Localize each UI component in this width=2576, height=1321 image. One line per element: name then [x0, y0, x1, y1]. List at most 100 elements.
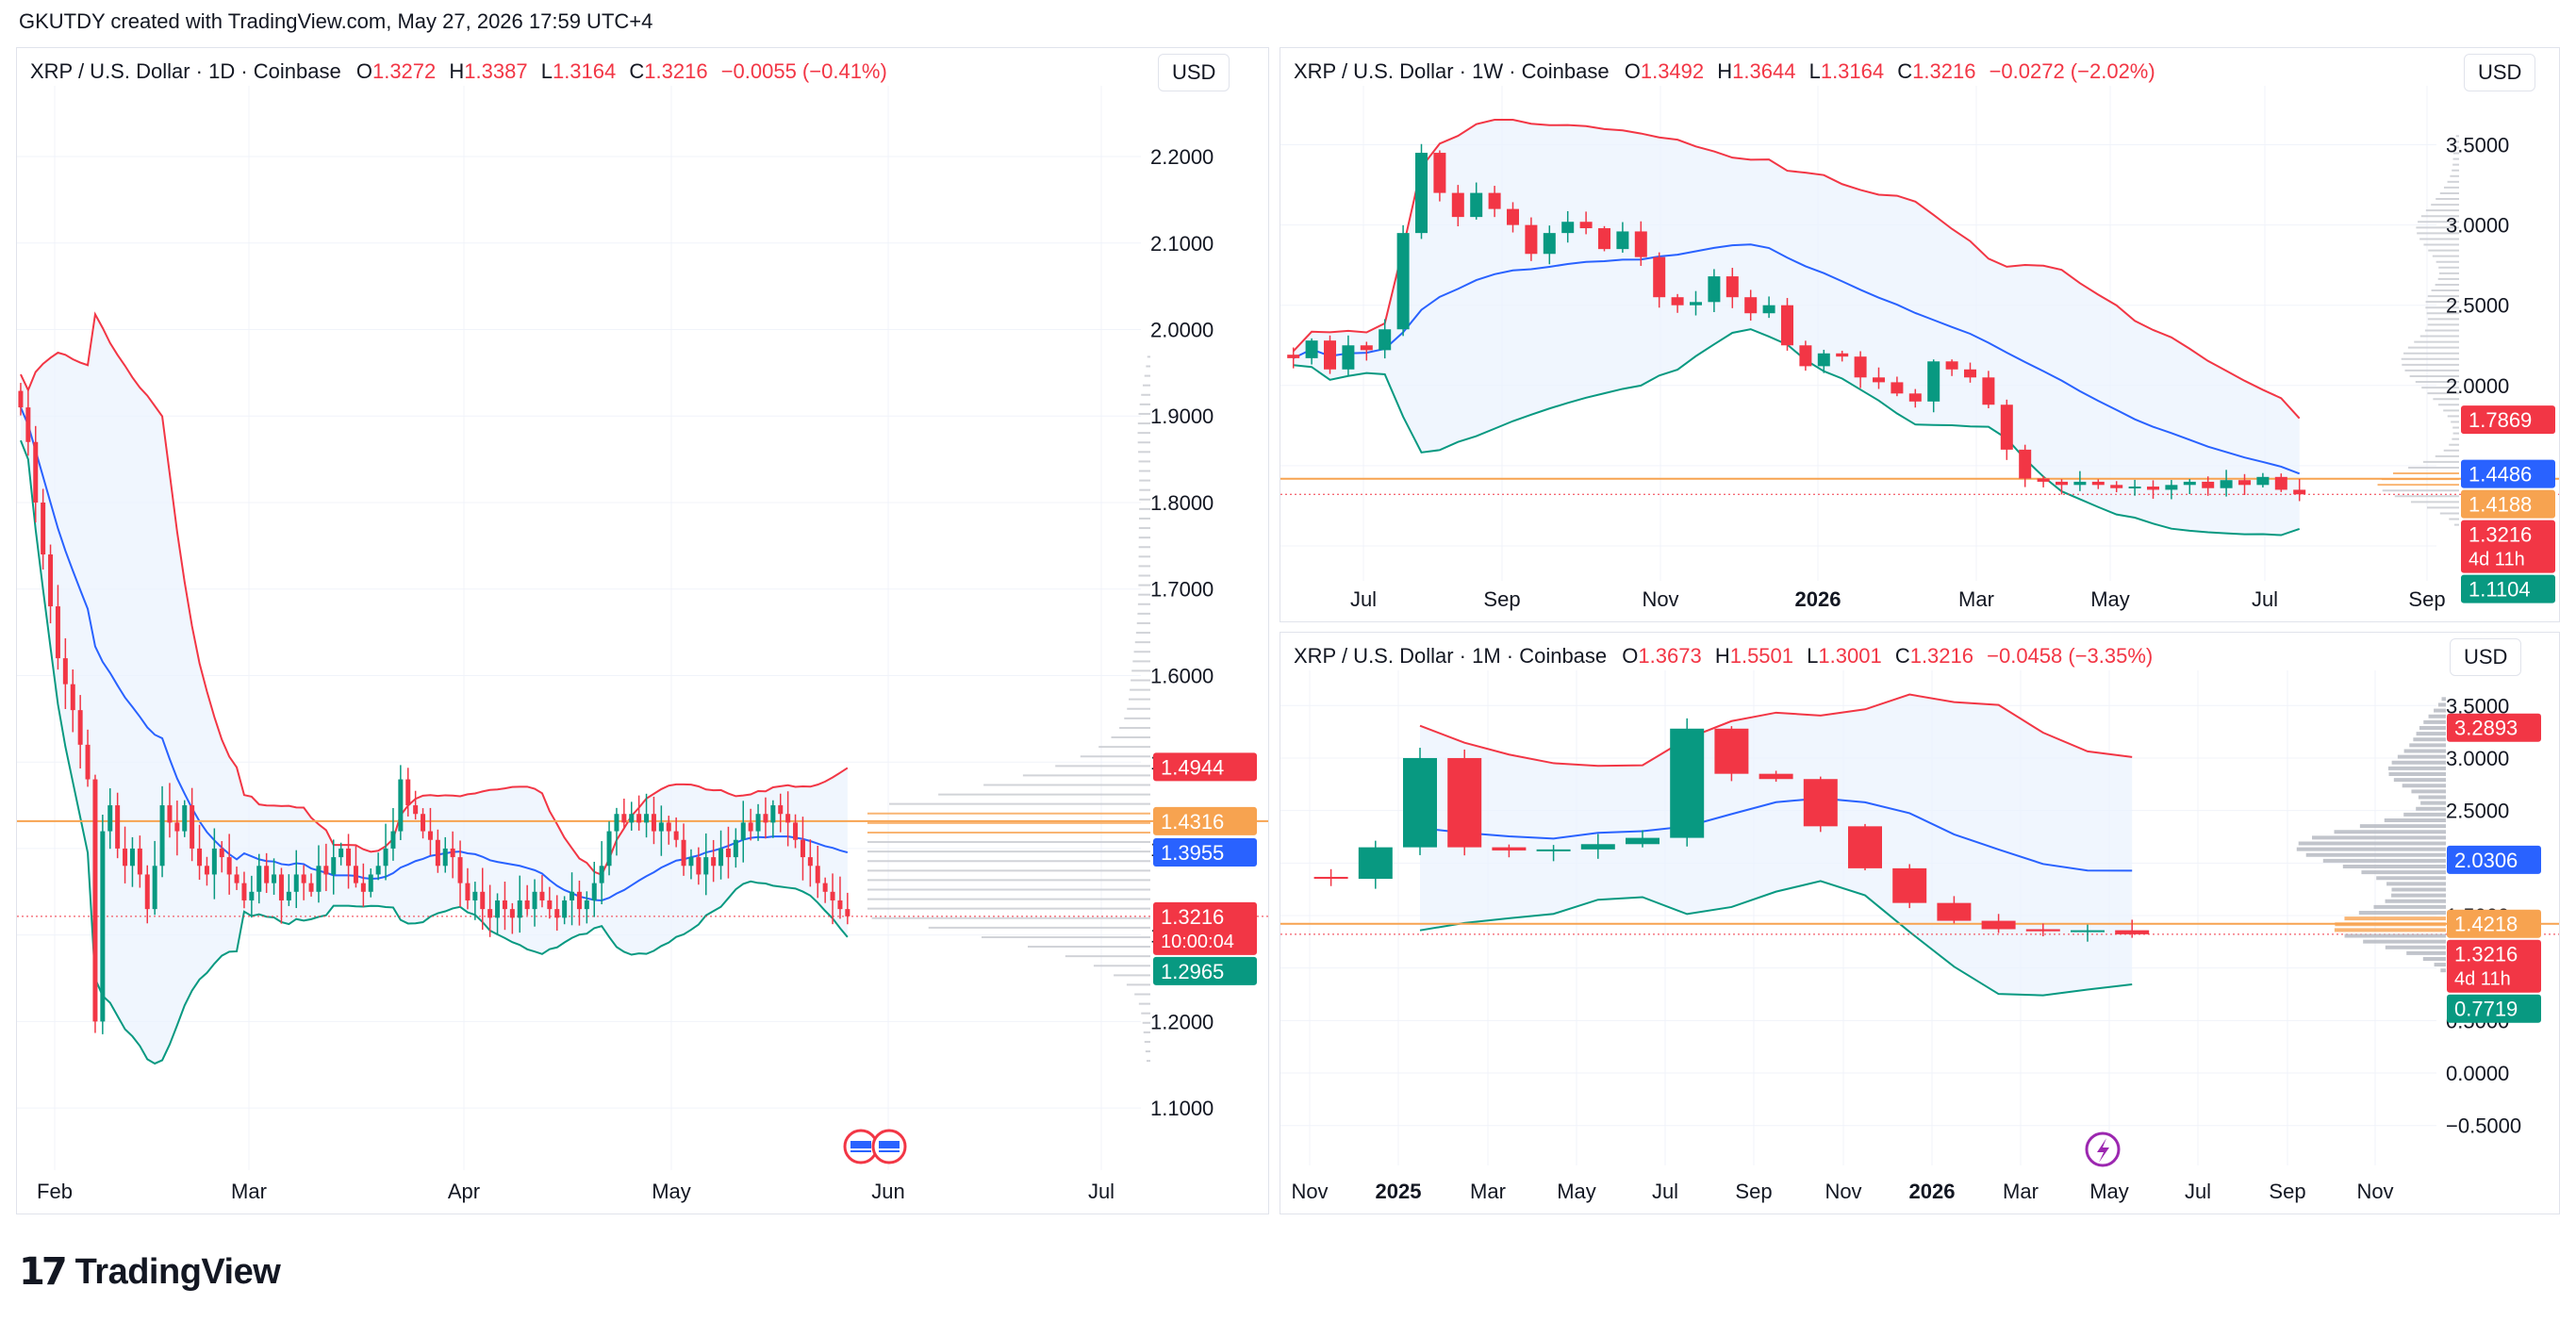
y-axis-tick-label: −0.5000 — [2446, 1115, 2521, 1138]
candle — [740, 822, 746, 840]
chart-panel-daily[interactable]: 2.2000 2.1000 2.0000 1.9000 1.8000 1.7000 1.60… — [16, 47, 1269, 1214]
price-badge — [2461, 520, 2555, 573]
candle — [1670, 728, 1705, 838]
candle — [570, 891, 575, 900]
candle — [1287, 355, 1300, 358]
symbol-label: XRP / U.S. Dollar · 1D · Coinbase — [30, 59, 341, 83]
candle — [331, 857, 337, 875]
x-axis-tick-label: Nov — [1825, 1180, 1861, 1203]
candle — [800, 839, 805, 858]
candle — [1937, 902, 1972, 921]
candle — [2025, 929, 2060, 932]
tradingview-logo[interactable]: 17 TradingView — [19, 1250, 281, 1294]
candle — [681, 839, 686, 867]
monthly-candlestick-chart[interactable]: 3.50003.00002.50001.50001.00000.50000.00… — [1280, 633, 2559, 1214]
y-axis-tick-label: 1.1000 — [1150, 1097, 1214, 1120]
bollinger-lower-line — [1419, 880, 2133, 997]
price-badge-value: 1.4218 — [2454, 913, 2518, 936]
candle — [755, 814, 761, 832]
weekly-candlestick-chart[interactable]: 3.5000 3.0000 2.5000 2.0000 Jul Sep Nov 2026 Mar… — [1280, 48, 2559, 621]
candle — [614, 814, 619, 832]
candle — [1616, 231, 1629, 250]
x-axis-tick-label: May — [652, 1180, 691, 1203]
candle — [524, 900, 530, 910]
candle — [562, 900, 568, 918]
candle — [1626, 837, 1660, 845]
candle — [1873, 377, 1885, 383]
candle — [2274, 476, 2287, 490]
candle — [1415, 153, 1428, 234]
candle — [413, 805, 419, 815]
x-axis-tick-label: Sep — [1735, 1180, 1772, 1203]
price-badge — [1153, 752, 1257, 782]
candle — [137, 848, 142, 875]
candle — [606, 831, 612, 867]
candle — [123, 848, 128, 867]
candle — [70, 684, 75, 711]
candle — [1945, 361, 1958, 370]
x-axis-tick-label: Sep — [1483, 587, 1520, 611]
candle — [1892, 867, 1927, 903]
y-axis-tick-label: 2.5000 — [2446, 294, 2509, 318]
price-badge — [2461, 489, 2555, 519]
candle — [658, 822, 664, 832]
candle — [190, 805, 195, 849]
price-badge — [1153, 901, 1257, 955]
candle — [1891, 382, 1904, 394]
y-axis-tick-label: 3.0000 — [2446, 747, 2509, 770]
y-axis-tick-label: 1.9000 — [1150, 405, 1214, 428]
candle — [1488, 192, 1501, 209]
x-axis-tick-label: Feb — [37, 1180, 73, 1203]
candle — [286, 891, 291, 900]
candle — [845, 909, 850, 916]
price-badge — [1153, 806, 1257, 835]
candle — [1836, 353, 1849, 357]
candle — [92, 779, 98, 1022]
candle — [308, 883, 314, 892]
chart-panel-weekly[interactable]: 3.5000 3.0000 2.5000 2.0000 Jul Sep Nov 2026 Mar… — [1280, 47, 2560, 622]
x-axis-tick-label: 2026 — [1909, 1180, 1956, 1203]
candle — [204, 866, 209, 875]
candle — [405, 779, 411, 806]
candle — [1854, 356, 1867, 378]
candle — [2110, 485, 2123, 488]
candle — [778, 805, 784, 815]
candle — [2037, 478, 2050, 482]
candle — [576, 891, 582, 910]
candle — [1708, 276, 1721, 303]
price-badge — [1153, 956, 1257, 985]
x-axis-tick-label: May — [2089, 1180, 2129, 1203]
currency-button[interactable]: USD — [2464, 54, 2536, 91]
y-axis-tick-label: 1.6000 — [1150, 664, 1214, 687]
candle — [1403, 757, 1437, 848]
candle — [1726, 276, 1739, 298]
candle — [1982, 377, 1995, 405]
candle — [2056, 481, 2068, 486]
candle — [807, 857, 813, 867]
y-axis-tick-label: 3.5000 — [2446, 134, 2509, 157]
candle — [435, 839, 440, 867]
candle — [18, 390, 24, 408]
candle — [241, 883, 247, 900]
x-axis-tick-label: Nov — [1291, 1180, 1328, 1203]
us-flag-icon-field — [879, 1141, 900, 1152]
bollinger-band-fill — [20, 314, 848, 1064]
candle — [1781, 305, 1793, 346]
chart-panel-monthly[interactable]: 3.50003.00002.50001.50001.00000.50000.00… — [1280, 632, 2560, 1214]
candle — [2183, 481, 2196, 486]
candle — [390, 831, 396, 849]
y-axis-tick-label: 1.7000 — [1150, 578, 1214, 602]
candle — [532, 891, 537, 910]
symbol-label: XRP / U.S. Dollar · 1M · Coinbase — [1294, 644, 1608, 668]
candle — [1579, 222, 1593, 229]
y-axis-tick-label: 2.1000 — [1150, 232, 1214, 256]
daily-candlestick-chart[interactable]: 2.2000 2.1000 2.0000 1.9000 1.8000 1.7000 1.60… — [17, 48, 1268, 1214]
currency-button[interactable]: USD — [2450, 638, 2522, 676]
candle — [1313, 876, 1348, 880]
candle — [450, 848, 455, 858]
candle — [1360, 345, 1373, 351]
candle — [1817, 353, 1830, 367]
candle — [1561, 222, 1575, 234]
y-axis-tick-label: 3.0000 — [2446, 214, 2509, 238]
currency-button[interactable]: USD — [1158, 54, 1230, 91]
